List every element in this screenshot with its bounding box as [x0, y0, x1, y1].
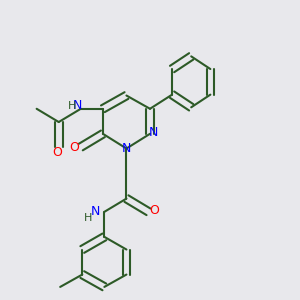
Text: N: N	[90, 205, 100, 218]
Text: N: N	[73, 99, 82, 112]
Text: O: O	[69, 141, 79, 154]
Text: O: O	[149, 204, 159, 217]
Text: H: H	[68, 101, 76, 111]
Text: N: N	[122, 142, 131, 155]
Text: O: O	[52, 146, 62, 159]
Text: N: N	[149, 126, 158, 139]
Text: H: H	[84, 213, 92, 223]
